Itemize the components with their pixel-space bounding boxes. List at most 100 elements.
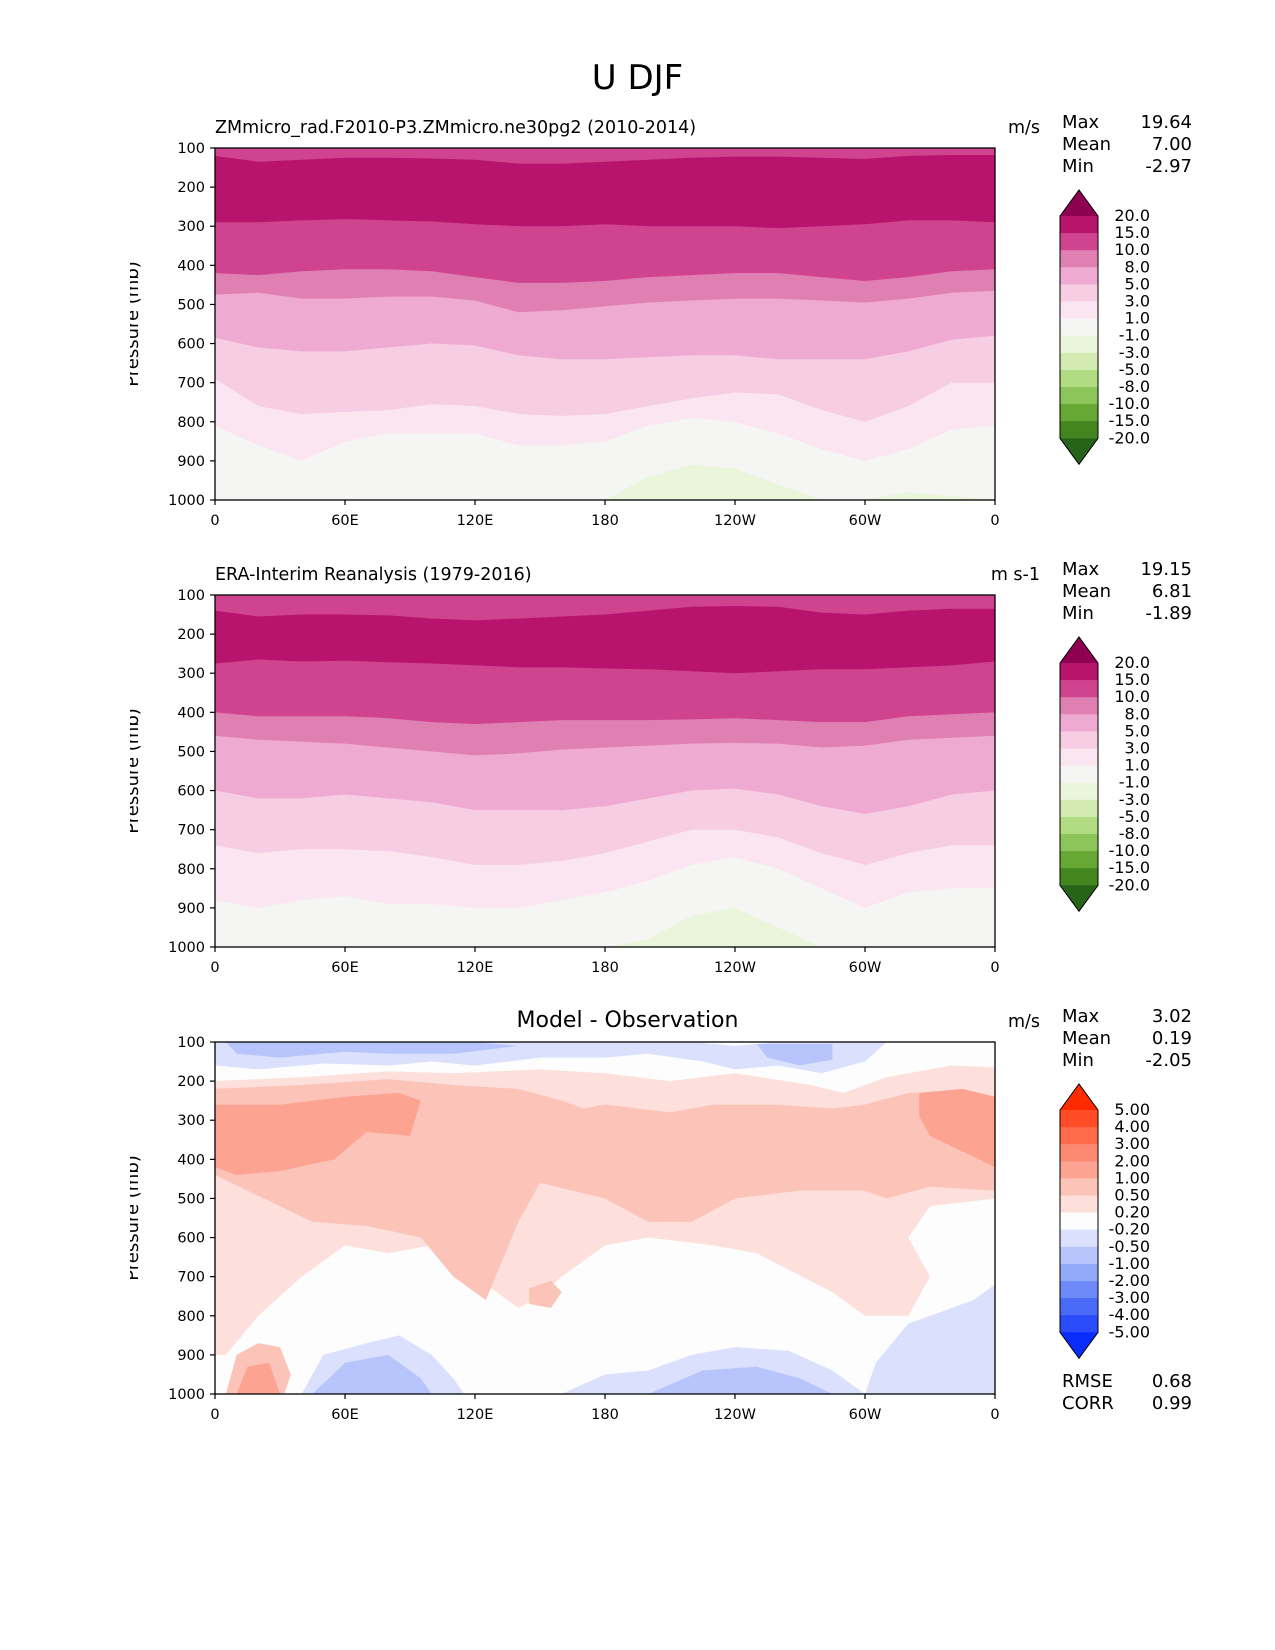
- x-tick-label: 180: [591, 1407, 619, 1423]
- x-tick-label: 0: [210, 1407, 219, 1423]
- stat-value: 0.99: [1151, 1393, 1192, 1414]
- colorbar-segment: [1060, 765, 1098, 784]
- contour-region: [865, 1284, 995, 1394]
- x-tick-label: 120E: [457, 960, 494, 976]
- stat-label: Max: [1062, 1006, 1100, 1027]
- x-tick-label: 60W: [849, 960, 882, 976]
- colorbar-label: -4.00: [1109, 1305, 1150, 1324]
- contour-plot: 100 200 300 400 500 600 700 800 900 1000 0 60E 120E 1…: [130, 1035, 1000, 1423]
- y-axis-label: Pressure (mb): [130, 1155, 143, 1281]
- x-tick-label: 0: [210, 513, 219, 529]
- panel-test: ZMmicro_rad.F2010-P3.ZMmicro.ne30pg2 (20…: [0, 112, 1275, 578]
- contour-band: [215, 464, 995, 500]
- contour-band: [215, 417, 995, 500]
- y-axis-label: Pressure (mb): [130, 708, 143, 834]
- contour-region: [919, 1088, 995, 1168]
- colorbar-segment: [1060, 1195, 1098, 1214]
- y-tick-label: 1000: [168, 940, 205, 956]
- stat-value: -2.05: [1145, 1050, 1192, 1071]
- y-tick-label: 200: [177, 1074, 205, 1090]
- y-tick-label: 500: [177, 744, 205, 760]
- colorbar-label: 4.00: [1114, 1117, 1150, 1136]
- colorbar-label: 3.0: [1125, 739, 1150, 758]
- y-tick-label: 1000: [168, 493, 205, 509]
- contour-region: [225, 1042, 519, 1058]
- stat-value: 0.68: [1151, 1371, 1192, 1392]
- colorbar-segment: [1060, 1144, 1098, 1162]
- colorbar-label: -2.00: [1109, 1271, 1150, 1290]
- colorbar-label: -0.50: [1109, 1237, 1150, 1256]
- stat-label: Mean: [1062, 1028, 1112, 1049]
- colorbar-label: 20.0: [1114, 653, 1150, 672]
- colorbar-segment: [1060, 851, 1098, 869]
- contour-band: [215, 857, 995, 947]
- y-tick-label: 400: [177, 1152, 205, 1168]
- colorbar-segment: [1060, 1212, 1098, 1231]
- stat-label: Min: [1062, 156, 1094, 177]
- stat-label: Min: [1062, 1050, 1094, 1071]
- stat-label: Max: [1062, 112, 1100, 133]
- colorbar-segment: [1060, 250, 1098, 268]
- colorbar-label: -8.0: [1119, 824, 1150, 843]
- colorbar-segment: [1060, 868, 1098, 886]
- colorbar-extend-max: [1060, 1084, 1098, 1110]
- units-label: m/s: [1007, 118, 1040, 138]
- units-label: m/s: [1007, 1012, 1040, 1032]
- colorbar: 20.015.010.08.05.03.01.0-1.0-3.0-5.0-8.0…: [1059, 189, 1150, 466]
- colorbar-segment: [1060, 404, 1098, 422]
- colorbar-label: -5.00: [1109, 1322, 1150, 1341]
- y-tick-label: 700: [177, 376, 205, 392]
- contour-region: [529, 1280, 562, 1308]
- colorbar-segment: [1060, 421, 1098, 439]
- y-tick-label: 500: [177, 297, 205, 313]
- stat-label: Mean: [1062, 134, 1112, 155]
- colorbar-segment: [1060, 731, 1098, 749]
- y-tick-label: 400: [177, 705, 205, 721]
- y-tick-label: 300: [177, 666, 205, 682]
- colorbar-label: 3.0: [1125, 292, 1150, 311]
- colorbar-outline: [1059, 1083, 1099, 1360]
- y-tick-label: 400: [177, 258, 205, 274]
- stat-value: 0.19: [1151, 1028, 1192, 1049]
- stats-box: Max 19.15 Mean 6.81 Min -1.89: [1062, 559, 1192, 625]
- colorbar-segment: [1060, 318, 1098, 337]
- colorbar-segment: [1060, 301, 1098, 320]
- stats-box: Max 19.64 Mean 7.00 Min -2.97: [1062, 112, 1192, 178]
- y-tick-label: 800: [177, 415, 205, 431]
- y-tick-label: 200: [177, 627, 205, 643]
- colorbar-segment: [1060, 216, 1098, 234]
- colorbar-label: -5.0: [1119, 807, 1150, 826]
- stats-box: Max 3.02 Mean 0.19 Min -2.05: [1062, 1006, 1192, 1072]
- colorbar-extend-max: [1060, 190, 1098, 216]
- contour-region: [648, 1366, 833, 1394]
- x-tick-label: 120W: [714, 513, 756, 529]
- colorbar-segment: [1060, 1110, 1098, 1128]
- colorbar-label: 5.0: [1125, 721, 1150, 740]
- x-tick-label: 120E: [457, 513, 494, 529]
- panel-reference: ERA-Interim Reanalysis (1979-2016) m s-1…: [0, 559, 1275, 1025]
- colorbar-label: 15.0: [1114, 670, 1150, 689]
- contour-plot: 100 200 300 400 500 600 700 800 900 1000 0 60E 120E 1…: [130, 141, 1000, 529]
- colorbar-segment: [1060, 233, 1098, 251]
- colorbar-segment: [1060, 352, 1098, 371]
- y-tick-label: 200: [177, 180, 205, 196]
- colorbar-segment: [1060, 1263, 1098, 1282]
- colorbar-segment: [1060, 1127, 1098, 1145]
- colorbar-label: -15.0: [1109, 858, 1150, 877]
- colorbar-label: 20.0: [1114, 206, 1150, 225]
- stat-value: 19.64: [1140, 112, 1192, 133]
- colorbar-label: 10.0: [1114, 687, 1150, 706]
- colorbar-label: -20.0: [1109, 428, 1150, 447]
- colorbar-label: -15.0: [1109, 411, 1150, 430]
- x-tick-label: 60W: [849, 513, 882, 529]
- colorbar-extend-max: [1060, 637, 1098, 663]
- colorbar-segment: [1060, 714, 1098, 732]
- colorbar-label: -3.00: [1109, 1288, 1150, 1307]
- colorbar-segment: [1060, 335, 1098, 354]
- colorbar-label: 1.0: [1125, 309, 1150, 328]
- x-tick-label: 0: [210, 960, 219, 976]
- colorbar-segment: [1060, 387, 1098, 405]
- colorbar-outline: [1059, 189, 1099, 466]
- y-tick-label: 100: [177, 588, 205, 604]
- stat-value: 7.00: [1151, 134, 1192, 155]
